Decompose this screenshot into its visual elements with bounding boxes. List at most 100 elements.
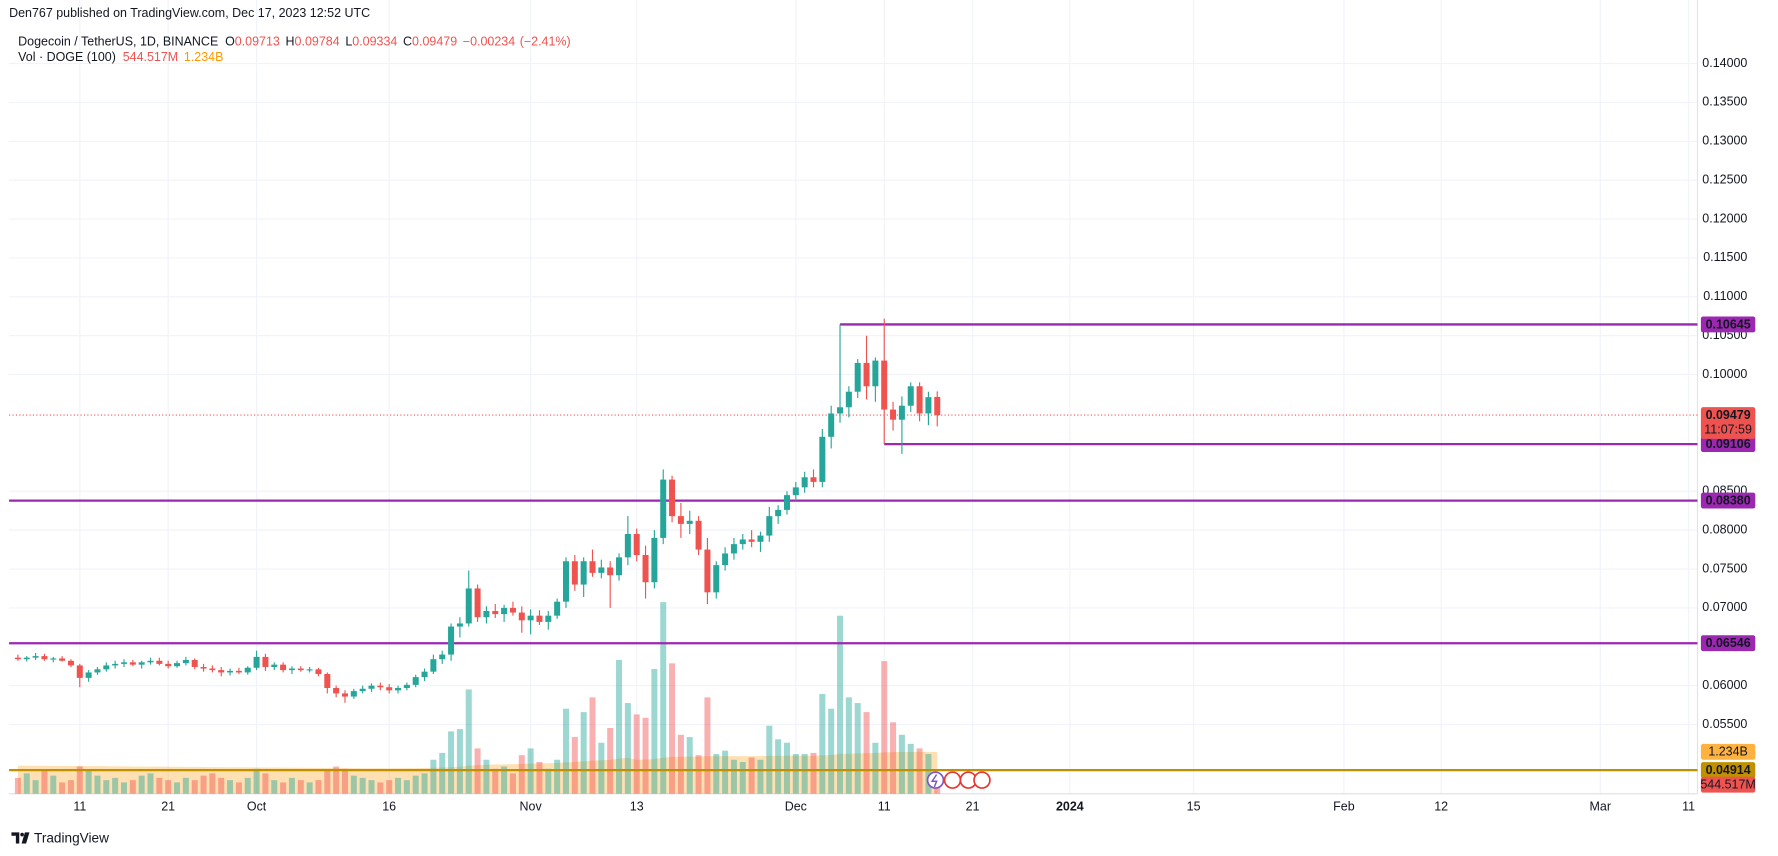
event-icon[interactable]	[973, 771, 991, 789]
volume-bar	[448, 731, 455, 794]
x-tick-label: 2024	[1056, 800, 1084, 814]
y-tick-label: 0.10000	[1702, 367, 1747, 381]
candle-body	[554, 601, 561, 616]
level-label: 0.10645	[1706, 317, 1751, 331]
x-tick-label: 11	[73, 800, 86, 814]
candle-body	[324, 673, 331, 688]
candle-body	[280, 664, 287, 671]
volume-bar	[156, 777, 163, 794]
volume-bar	[359, 777, 366, 794]
candle-body	[562, 561, 569, 602]
candle-body	[306, 669, 313, 671]
volume-bar	[403, 780, 410, 794]
volume-bar	[828, 708, 835, 794]
volume-bar	[713, 754, 720, 794]
ohlc-key: C	[403, 35, 413, 49]
candle-body	[686, 520, 693, 524]
volume-bar	[227, 780, 234, 794]
candle-body	[315, 669, 322, 674]
volume-bar	[412, 775, 419, 794]
ohlc-key: L	[345, 35, 353, 49]
volume-bar	[235, 782, 242, 794]
volume-bar	[677, 734, 684, 794]
volume-bar	[925, 754, 932, 794]
x-tick-label: Dec	[785, 800, 807, 814]
volume-ma-area	[17, 751, 938, 794]
candle-body	[32, 656, 39, 658]
candle-body	[828, 413, 835, 437]
ohlc-value: 0.09334	[352, 35, 398, 49]
candle-body	[288, 668, 295, 671]
candle-body	[359, 688, 366, 692]
y-tick-label: 0.07500	[1702, 561, 1747, 575]
event-icons	[926, 771, 991, 789]
candle-body	[801, 477, 808, 488]
candle-body	[845, 391, 852, 408]
volume-bar	[757, 759, 764, 794]
volume-bar	[174, 782, 181, 794]
y-tick-label: 0.07000	[1702, 600, 1747, 614]
candle-body	[350, 691, 357, 697]
candle-body	[244, 667, 251, 673]
volume-bar	[898, 734, 905, 794]
y-tick-label: 0.13500	[1702, 95, 1747, 109]
candle-body	[837, 407, 844, 414]
candle-body	[85, 672, 92, 678]
volume-bar	[67, 780, 74, 794]
candle-body	[819, 436, 826, 482]
volume-ma-box	[1700, 743, 1756, 760]
volume-bar	[76, 766, 83, 794]
volume-bar	[775, 739, 782, 794]
volume-bar	[616, 659, 623, 794]
candle-body	[23, 657, 30, 660]
volume-bar	[165, 780, 172, 794]
volume-bar	[810, 752, 817, 794]
x-tick-label: Oct	[247, 800, 267, 814]
volume-bar	[200, 775, 207, 794]
volume-bar	[792, 754, 799, 794]
volume-bar	[23, 773, 30, 794]
event-icon[interactable]	[926, 771, 945, 789]
candle-body	[483, 611, 490, 618]
candle-body	[580, 561, 587, 585]
y-tick-label: 0.08000	[1702, 522, 1747, 536]
candle-body	[509, 607, 516, 613]
candle-body	[677, 516, 684, 524]
candle-body	[624, 534, 631, 558]
level-box	[1700, 635, 1756, 652]
level-label: 0.08380	[1706, 493, 1751, 507]
candle-body	[235, 670, 242, 673]
volume-bar	[545, 768, 552, 794]
candle-body	[191, 659, 198, 667]
event-icon[interactable]	[943, 771, 962, 789]
volume-bar	[589, 697, 596, 794]
candle-body	[872, 360, 879, 387]
volume-bar	[669, 663, 676, 794]
candle-body	[341, 693, 348, 697]
x-tick-label: 15	[1187, 800, 1201, 814]
volume-bar	[244, 777, 251, 794]
volume-bar	[129, 780, 136, 794]
y-tick-label: 0.12500	[1702, 172, 1747, 186]
candle-body	[50, 658, 57, 660]
candle-body	[368, 685, 375, 689]
candle-body	[448, 626, 455, 655]
volume-bar	[456, 729, 463, 794]
volume-value: 544.517M	[122, 51, 179, 65]
volume-bar	[509, 773, 516, 794]
volume-bar	[518, 755, 525, 794]
volume-bar	[580, 712, 587, 794]
volume-bar	[147, 773, 154, 794]
candle-body	[200, 666, 207, 669]
volume-bar	[907, 743, 914, 794]
x-tick-label: 21	[966, 800, 980, 814]
change: −0.00234	[462, 35, 516, 49]
candle-body	[218, 670, 225, 673]
candle-body	[227, 670, 234, 673]
volume-bar	[50, 775, 57, 794]
candle-body	[262, 656, 269, 667]
volume-bar	[209, 773, 216, 794]
volume-bar	[306, 782, 313, 794]
volume-bar	[571, 737, 578, 794]
